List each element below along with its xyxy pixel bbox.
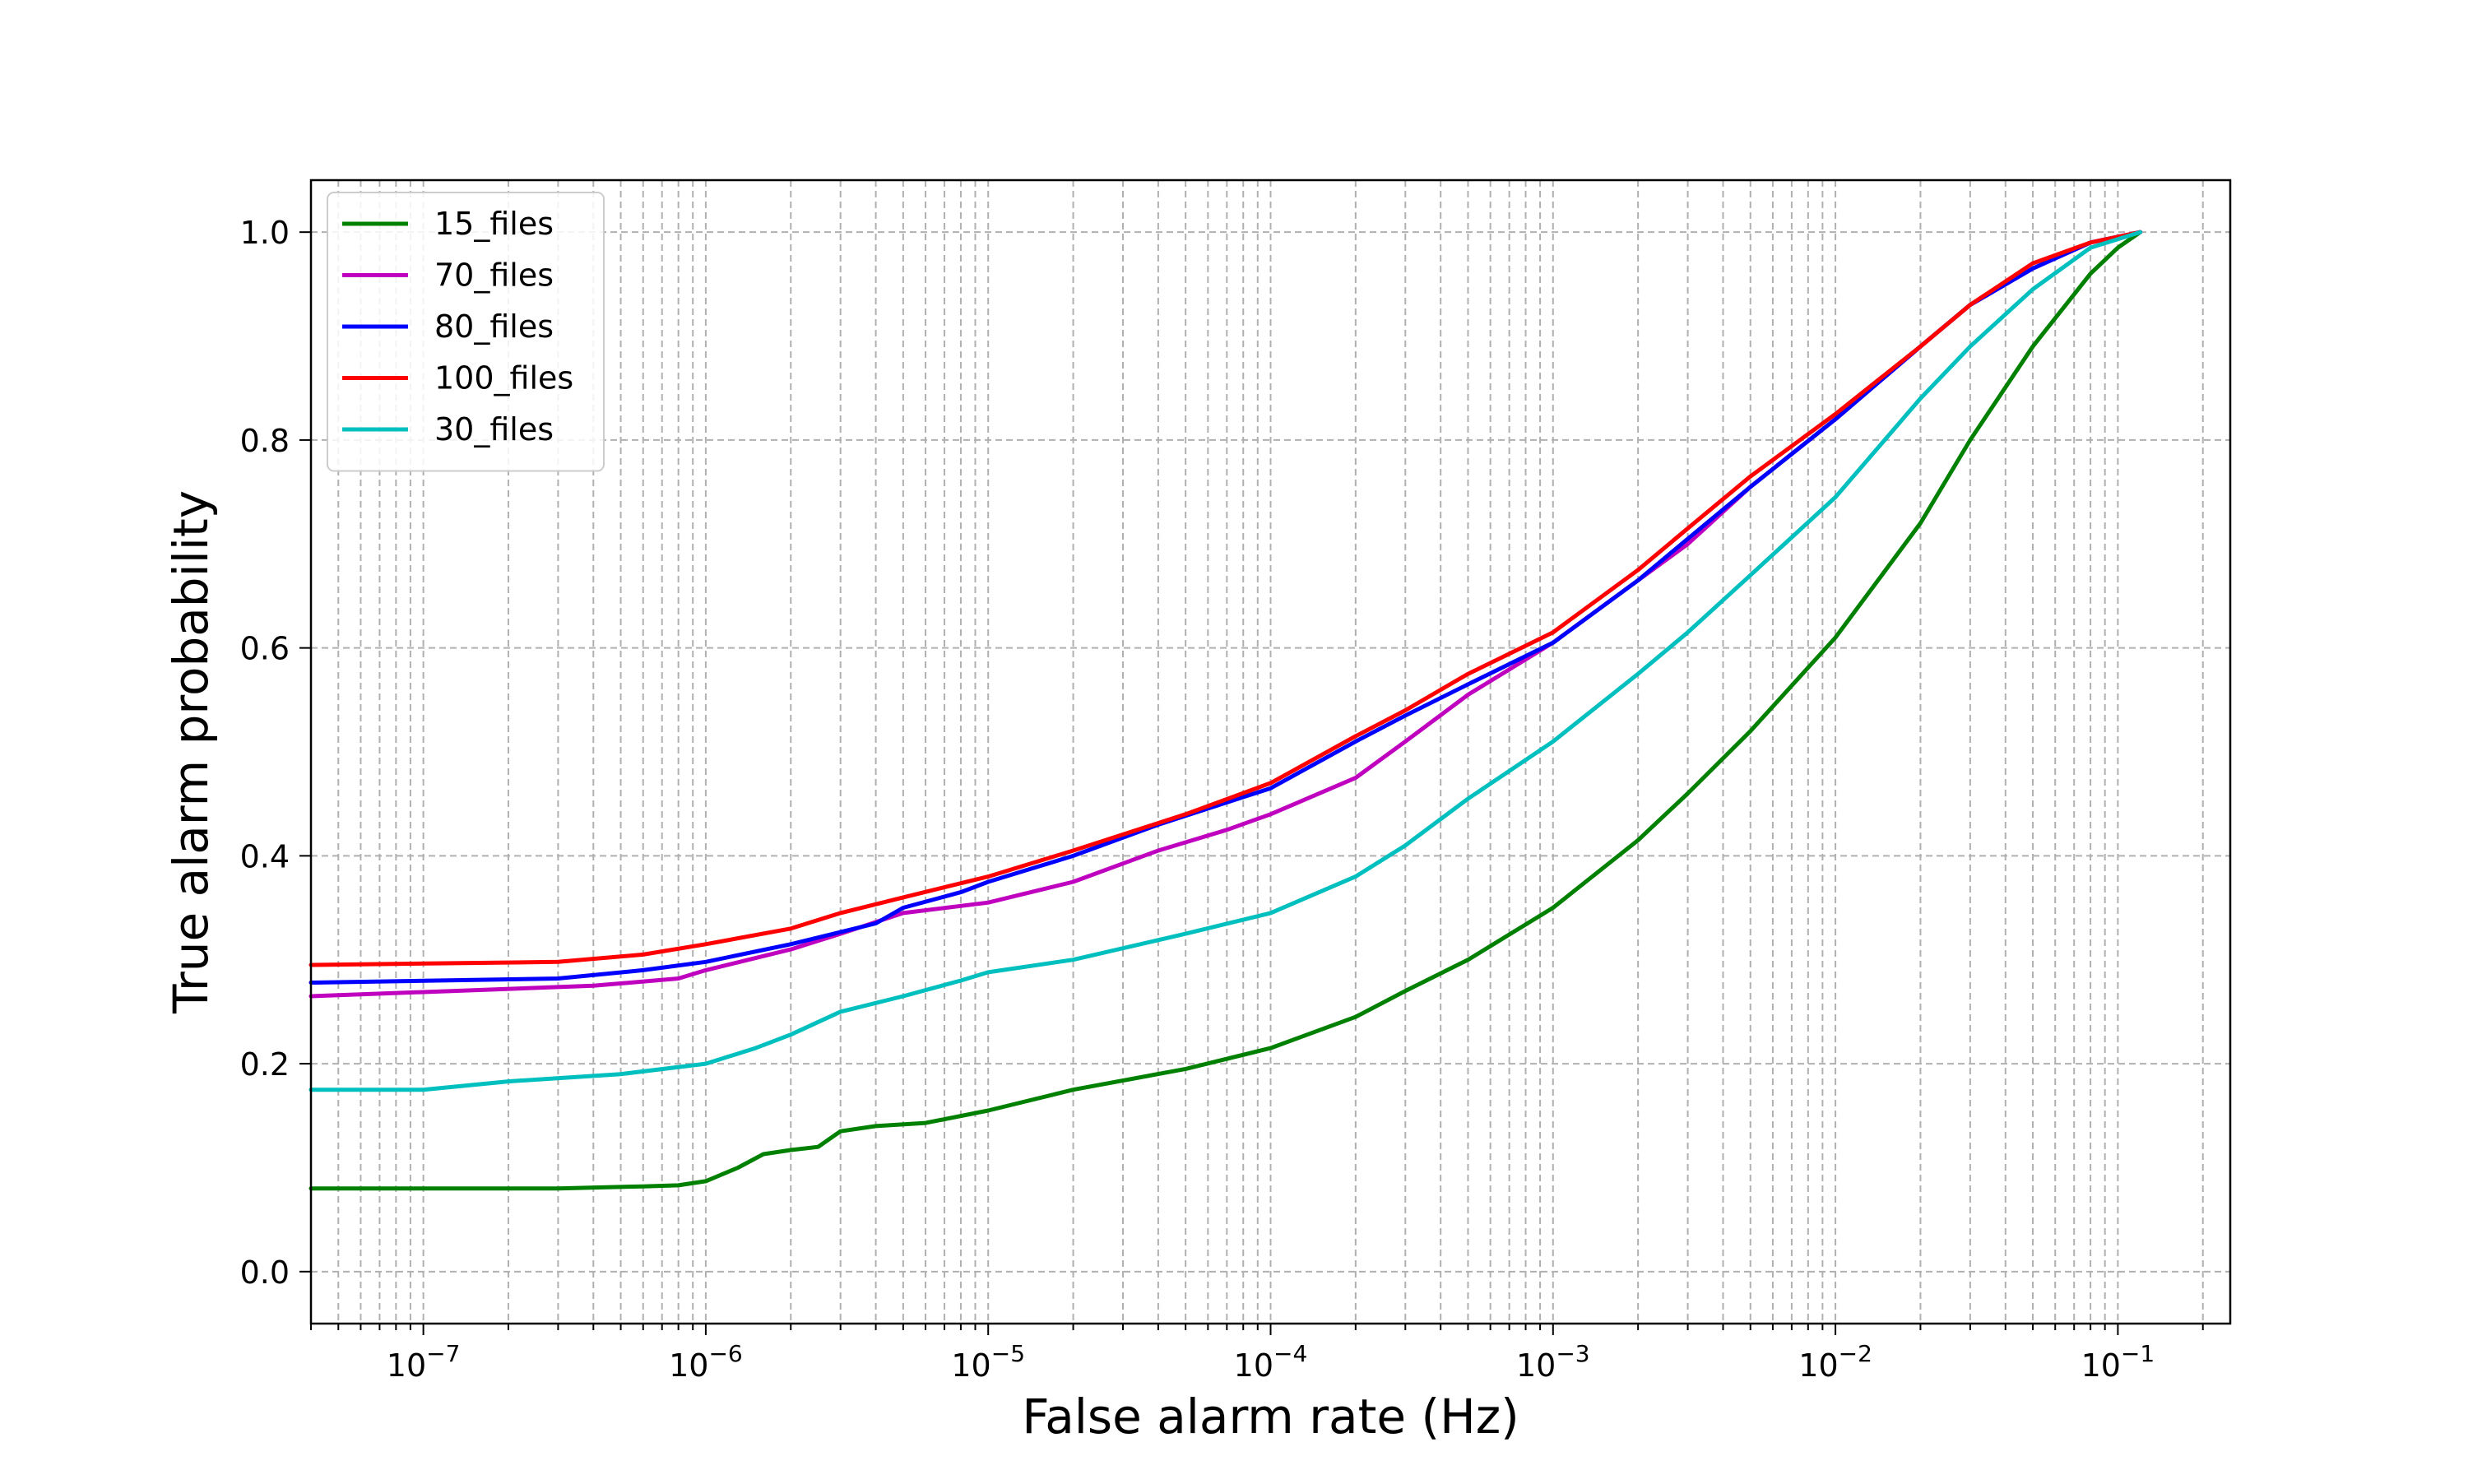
y-tick-label: 0.4 [240,838,290,874]
x-tick-label: 10−3 [1516,1340,1590,1384]
series-line-30-files [308,230,2143,1092]
y-tick-label: 0.8 [240,423,290,459]
legend-label: 80_files [434,308,554,345]
legend-label: 15_files [434,206,554,242]
series-line-100-files [308,230,2143,967]
grid-layer [310,180,2230,1324]
y-tick-label: 1.0 [240,215,290,251]
tick-layer: 0.0 0.2 0.4 0.6 0.8 1.0 10−7 10−6 10−5 10−4 10−3 10… [240,215,2204,1384]
legend-box [327,192,605,472]
x-tick-label: 10−4 [1234,1340,1308,1384]
y-tick-label: 0.2 [240,1046,290,1083]
y-tick-label: 0.0 [240,1254,290,1291]
legend-label: 30_files [434,411,554,448]
x-tick-label: 10−1 [2081,1340,2155,1384]
legend-label: 70_files [434,257,554,294]
x-tick-label: 10−2 [1798,1340,1872,1384]
x-tick-label: 10−6 [669,1340,743,1384]
x-tick-label: 10−5 [951,1340,1025,1384]
y-tick-label: 0.6 [240,631,290,667]
legend: 15_files 70_files 80_files 100_files 30_file… [327,192,605,472]
y-axis-label: True alarm probability [163,490,219,1014]
series-line-15-files [308,230,2143,1191]
series-layer [308,230,2143,1191]
x-axis-label: False alarm rate (Hz) [1022,1389,1519,1445]
legend-label: 100_files [434,360,573,397]
x-tick-label: 10−7 [387,1340,461,1384]
